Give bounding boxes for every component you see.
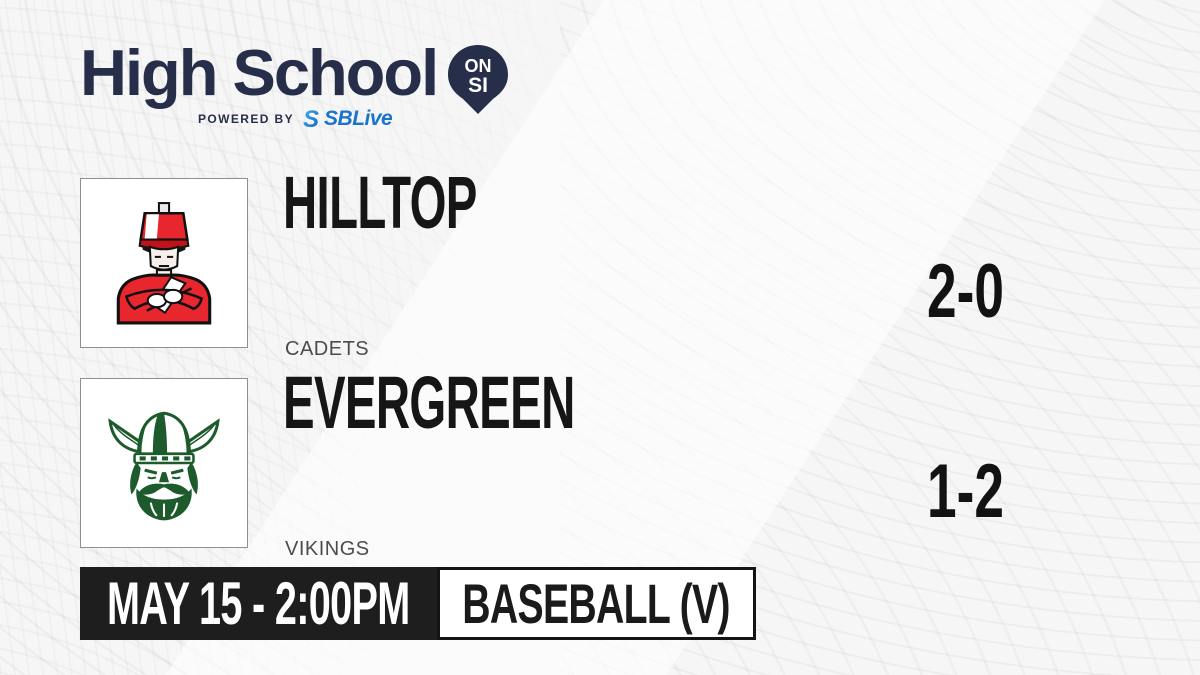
team2-record: 1-2 [927, 449, 1004, 534]
sblive-s-icon: S [303, 106, 319, 132]
team2-logo-box [80, 378, 248, 548]
game-datetime-bar: MAY 15 - 2:00PM [80, 567, 437, 640]
game-sport-bar: BASEBALL (V) [437, 567, 756, 640]
team1-record: 2-0 [927, 249, 1004, 334]
team1-name: HILLTOP [283, 161, 477, 244]
powered-by-row: POWERED BY S SBLive [198, 106, 393, 132]
team1-mascot-label: CADETS [285, 338, 370, 360]
pin-text-on: ON [465, 56, 492, 76]
viking-mascot-icon [108, 411, 220, 521]
game-sport-label: BASEBALL (V) [462, 572, 731, 635]
game-datetime-label: MAY 15 - 2:00PM [107, 570, 410, 637]
team2-name: EVERGREEN [283, 361, 575, 444]
team2-mascot-label: VIKINGS [285, 538, 370, 560]
brand-title: High School [80, 36, 439, 109]
pin-text-si: SI [468, 74, 488, 97]
powered-by-label: POWERED BY [198, 112, 295, 126]
team1-logo-box [80, 178, 248, 348]
sblive-logo: S SBLive [303, 106, 393, 132]
sblive-wordmark: SBLive [324, 107, 393, 130]
on-si-pin-icon: ON SI [447, 44, 509, 121]
svg-text:S: S [303, 106, 319, 132]
cadet-mascot-icon [116, 202, 212, 325]
